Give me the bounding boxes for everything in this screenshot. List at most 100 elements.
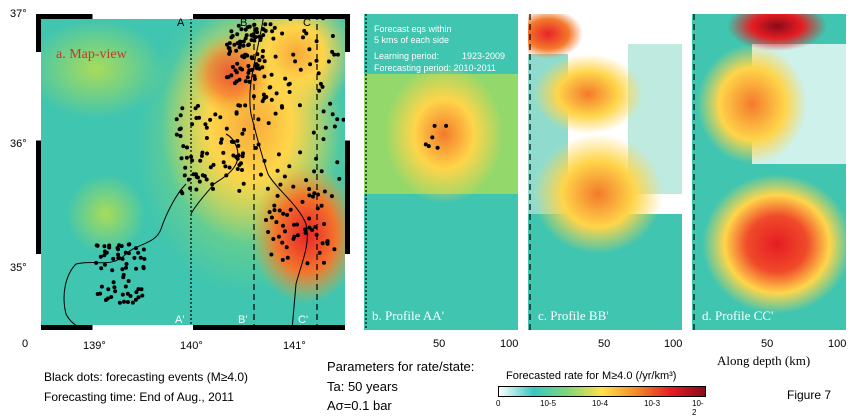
event-dot [237,45,242,50]
event-dot [235,41,240,46]
event-dot [132,255,137,260]
event-dot [243,36,248,41]
event-dot [136,250,141,255]
event-dot [284,245,289,250]
event-dot [247,79,252,84]
event-dot [325,239,330,244]
event-dot [180,106,185,111]
event-dot [107,245,112,250]
event-dot [236,143,241,148]
event-dot [261,33,266,38]
event-dot [110,268,115,273]
event-dot [130,300,135,305]
colorbar-title: Forecasted rate for M≥4.0 (/yr/km³) [506,370,677,382]
event-dot [203,122,208,127]
colorbar-tick-3: 10-3 [644,399,661,408]
event-dot [202,174,207,179]
event-dot [112,285,117,290]
event-dot [432,123,437,128]
params-ta: Ta: 50 years [327,379,398,394]
event-dot [232,81,237,86]
event-dot [245,75,250,80]
figure-label: Figure 7 [787,388,832,402]
event-dot [322,260,326,265]
event-dot [205,151,209,156]
event-dot [224,75,229,80]
event-dot [241,151,245,156]
event-dot [184,155,189,160]
lat-tick-35: 35° [10,262,27,274]
profile-b-tick-100: 100 [500,338,519,350]
event-dot [330,34,335,38]
event-dot [253,35,258,40]
event-dot [276,234,281,239]
colorbar [498,386,706,397]
profile-letter-c-bottom: C' [298,314,309,326]
event-dot [252,22,257,27]
event-dot [236,23,241,28]
event-dot [310,228,315,232]
event-dot [255,52,260,57]
event-dot [204,136,209,140]
event-dot [321,137,326,142]
event-dot [295,222,299,227]
event-dot [260,99,265,104]
event-dot [426,144,431,149]
event-dot [221,160,226,165]
event-dot [291,184,296,189]
event-dot [292,234,297,239]
lon-tick-140: 140° [180,340,203,352]
event-dot [237,77,242,82]
profile-cc-panel: d. Profile CC' [692,14,846,330]
event-dot [270,29,275,34]
event-dot [102,244,107,249]
event-dot [335,52,340,57]
event-dot [117,300,122,305]
event-dot [288,207,293,212]
event-dot [265,186,270,191]
event-dot [300,199,305,204]
event-dot [258,38,263,42]
event-dot [273,111,278,116]
event-dot [319,203,324,208]
profile-aa-label: b. Profile AA' [372,308,445,323]
event-dot [235,167,240,171]
profile-b-tick-50: 50 [433,338,446,350]
event-dot [285,255,290,260]
event-dot [179,189,184,194]
event-dot [103,298,108,302]
event-dot [272,25,277,30]
event-dot [301,35,305,40]
event-dot [242,127,247,132]
event-dot [322,222,327,226]
colorbar-tick-4: 10-2 [692,399,704,417]
event-dot [322,189,327,194]
event-dot [326,59,331,64]
event-dot [328,101,333,106]
event-dot [268,85,273,90]
event-dot [276,152,281,157]
event-dot [136,287,141,292]
forecast-note-line1: Forecast eqs within [374,24,452,34]
profile-cc-image [692,14,846,330]
event-dot [287,164,292,169]
event-dot [121,275,126,280]
event-dot [275,168,280,173]
event-dot [272,203,277,208]
event-dot [189,154,194,159]
event-dot [303,227,307,232]
event-dot [263,22,268,27]
event-dot [314,58,319,63]
event-dot [257,34,262,39]
event-dot [246,43,251,48]
event-dot [134,246,138,251]
profile-bb-label: c. Profile BB' [538,308,609,323]
event-dot [240,131,245,136]
event-dot [227,165,232,170]
event-dot [117,256,122,261]
event-dot [174,117,179,122]
profile-d-tick-100: 100 [828,338,847,350]
event-dot [134,266,139,271]
event-dot [234,48,239,53]
event-dot [308,62,313,67]
